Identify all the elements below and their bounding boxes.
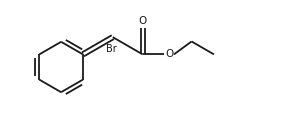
Text: O: O — [139, 16, 147, 26]
Text: Br: Br — [106, 44, 117, 54]
Text: O: O — [165, 49, 173, 59]
